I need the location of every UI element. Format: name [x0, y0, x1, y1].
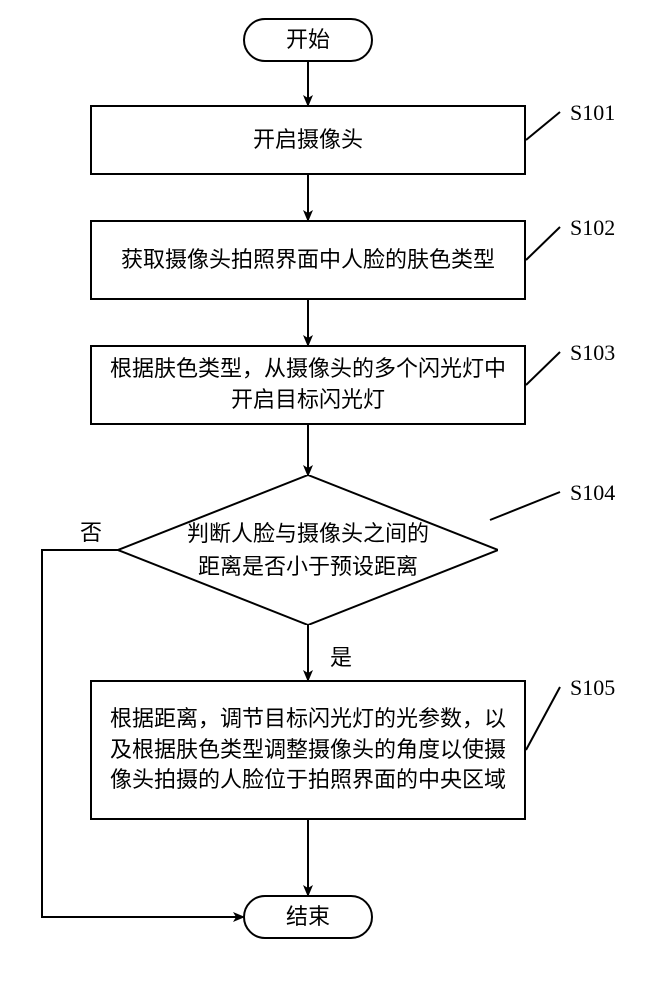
step-label-s102: S102	[570, 215, 615, 241]
process-s101: 开启摄像头	[90, 105, 526, 175]
leader-s104	[490, 492, 560, 520]
process-s105-text: 根据距离，调节目标闪光灯的光参数，以及根据肤色类型调整摄像头的角度以使摄像头拍摄…	[108, 704, 508, 796]
leader-s101	[526, 112, 560, 140]
decision-s104-text: 判断人脸与摄像头之间的距离是否小于预设距离	[118, 475, 498, 625]
step-label-s104: S104	[570, 480, 615, 506]
flowchart-canvas: 开始 开启摄像头 获取摄像头拍照界面中人脸的肤色类型 根据肤色类型，从摄像头的多…	[0, 0, 660, 1000]
leader-s105	[526, 687, 560, 750]
process-s103-text: 根据肤色类型，从摄像头的多个闪光灯中开启目标闪光灯	[108, 354, 508, 416]
step-label-s105: S105	[570, 675, 615, 701]
end-node: 结束	[243, 895, 373, 939]
process-s105: 根据距离，调节目标闪光灯的光参数，以及根据肤色类型调整摄像头的角度以使摄像头拍摄…	[90, 680, 526, 820]
leader-s103	[526, 352, 560, 385]
step-label-s103: S103	[570, 340, 615, 366]
start-label: 开始	[286, 25, 330, 56]
process-s101-text: 开启摄像头	[253, 125, 363, 156]
edge-label-no: 否	[80, 515, 102, 547]
end-label: 结束	[286, 902, 330, 933]
step-label-s101: S101	[570, 100, 615, 126]
leader-s102	[526, 227, 560, 260]
decision-s104-label: 判断人脸与摄像头之间的距离是否小于预设距离	[178, 517, 438, 583]
start-node: 开始	[243, 18, 373, 62]
process-s102: 获取摄像头拍照界面中人脸的肤色类型	[90, 220, 526, 300]
process-s102-text: 获取摄像头拍照界面中人脸的肤色类型	[121, 245, 495, 276]
edge-label-yes: 是	[330, 640, 352, 672]
decision-s104: 判断人脸与摄像头之间的距离是否小于预设距离	[118, 475, 498, 625]
process-s103: 根据肤色类型，从摄像头的多个闪光灯中开启目标闪光灯	[90, 345, 526, 425]
